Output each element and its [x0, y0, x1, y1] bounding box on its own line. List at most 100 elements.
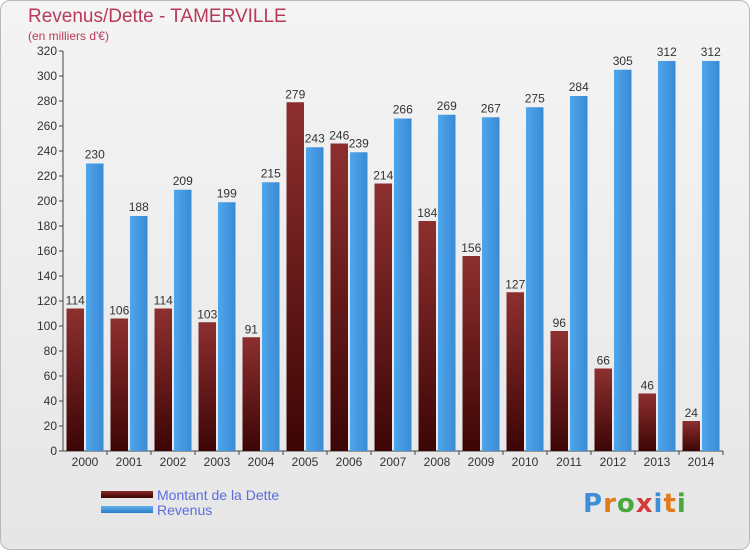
bar-revenus [702, 61, 720, 451]
x-tick-label: 2007 [380, 455, 407, 469]
data-label-dette: 103 [197, 307, 217, 321]
data-label-dette: 24 [685, 406, 699, 420]
bar-revenus [174, 189, 192, 451]
bar-revenus [218, 202, 236, 451]
data-label-revenus: 209 [173, 174, 193, 188]
bar-revenus [350, 152, 368, 451]
y-tick-label: 240 [37, 144, 57, 158]
x-tick-label: 2008 [424, 455, 451, 469]
bar-revenus [394, 118, 412, 451]
data-label-revenus: 284 [569, 80, 589, 94]
data-label-dette: 214 [373, 169, 393, 183]
data-label-dette: 184 [417, 206, 437, 220]
bar-dette [418, 221, 436, 451]
data-label-dette: 127 [505, 277, 525, 291]
x-tick-label: 2006 [336, 455, 363, 469]
y-tick-label: 120 [37, 294, 57, 308]
bar-revenus [570, 96, 588, 451]
bar-dette [374, 183, 392, 451]
bar-dette [330, 143, 348, 451]
bar-dette [242, 337, 260, 451]
bar-revenus [526, 107, 544, 451]
proxiti-logo: Proxiti [583, 489, 687, 519]
bar-dette [154, 308, 172, 451]
legend-swatch-dette [101, 491, 153, 498]
x-tick-label: 2003 [204, 455, 231, 469]
data-label-revenus: 266 [393, 103, 413, 117]
bar-revenus [482, 117, 500, 451]
y-tick-label: 20 [44, 419, 58, 433]
bar-dette [682, 421, 700, 451]
y-tick-label: 300 [37, 69, 57, 83]
y-tick-label: 180 [37, 219, 57, 233]
data-label-revenus: 239 [349, 136, 369, 150]
y-tick-label: 0 [50, 444, 57, 458]
data-label-dette: 91 [245, 322, 259, 336]
y-tick-label: 60 [44, 369, 58, 383]
data-label-dette: 46 [641, 379, 655, 393]
data-label-dette: 96 [553, 316, 567, 330]
data-label-revenus: 215 [261, 166, 281, 180]
data-label-dette: 106 [109, 304, 129, 318]
data-label-dette: 279 [285, 87, 305, 101]
legend-label-revenus: Revenus [157, 502, 213, 518]
bar-revenus [86, 163, 104, 451]
y-tick-label: 140 [37, 269, 57, 283]
data-label-revenus: 269 [437, 99, 457, 113]
data-label-revenus: 312 [657, 45, 677, 59]
chart-title: Revenus/Dette - TAMERVILLE [28, 6, 287, 27]
y-tick-label: 280 [37, 94, 57, 108]
data-label-revenus: 188 [129, 200, 149, 214]
data-label-dette: 66 [597, 354, 611, 368]
data-label-dette: 114 [154, 294, 173, 308]
bar-revenus [262, 182, 280, 451]
bar-revenus [438, 114, 456, 451]
x-tick-label: 2011 [556, 455, 582, 469]
x-tick-label: 2014 [688, 455, 715, 469]
y-tick-label: 260 [37, 119, 57, 133]
x-tick-label: 2013 [644, 455, 671, 469]
bar-dette [506, 292, 524, 451]
bar-dette [550, 331, 568, 451]
y-tick-label: 40 [44, 394, 58, 408]
legend-label-dette: Montant de la Dette [157, 487, 280, 503]
y-tick-label: 200 [37, 194, 57, 208]
bar-revenus [306, 147, 324, 451]
data-label-revenus: 243 [305, 131, 325, 145]
bar-dette [66, 308, 84, 451]
legend-swatch-revenus [101, 506, 153, 513]
bar-dette [198, 322, 216, 451]
x-tick-label: 2005 [292, 455, 319, 469]
data-label-revenus: 267 [481, 101, 501, 115]
bar-revenus [614, 69, 632, 451]
data-label-revenus: 275 [525, 91, 545, 105]
chart-subtitle: (en milliers d'€) [28, 29, 109, 43]
bar-dette [110, 318, 128, 451]
y-tick-label: 100 [37, 319, 57, 333]
bar-revenus [658, 61, 676, 451]
x-tick-label: 2002 [160, 455, 187, 469]
x-tick-label: 2001 [116, 455, 143, 469]
bar-revenus [130, 216, 148, 451]
data-label-revenus: 312 [701, 45, 721, 59]
x-tick-label: 2009 [468, 455, 495, 469]
x-tick-label: 2004 [248, 455, 275, 469]
y-tick-label: 220 [37, 169, 57, 183]
data-label-revenus: 199 [217, 186, 237, 200]
data-label-dette: 246 [329, 129, 349, 143]
y-tick-label: 160 [37, 244, 57, 258]
data-label-dette: 114 [66, 294, 85, 308]
bar-dette [638, 393, 656, 451]
y-tick-label: 80 [44, 344, 58, 358]
x-tick-label: 2000 [72, 455, 99, 469]
data-label-dette: 156 [461, 241, 481, 255]
data-label-revenus: 230 [85, 148, 105, 162]
x-tick-label: 2012 [600, 455, 627, 469]
bar-dette [286, 102, 304, 451]
bar-dette [594, 368, 612, 451]
data-label-revenus: 305 [613, 54, 633, 68]
bar-dette [462, 256, 480, 451]
x-tick-label: 2010 [512, 455, 539, 469]
